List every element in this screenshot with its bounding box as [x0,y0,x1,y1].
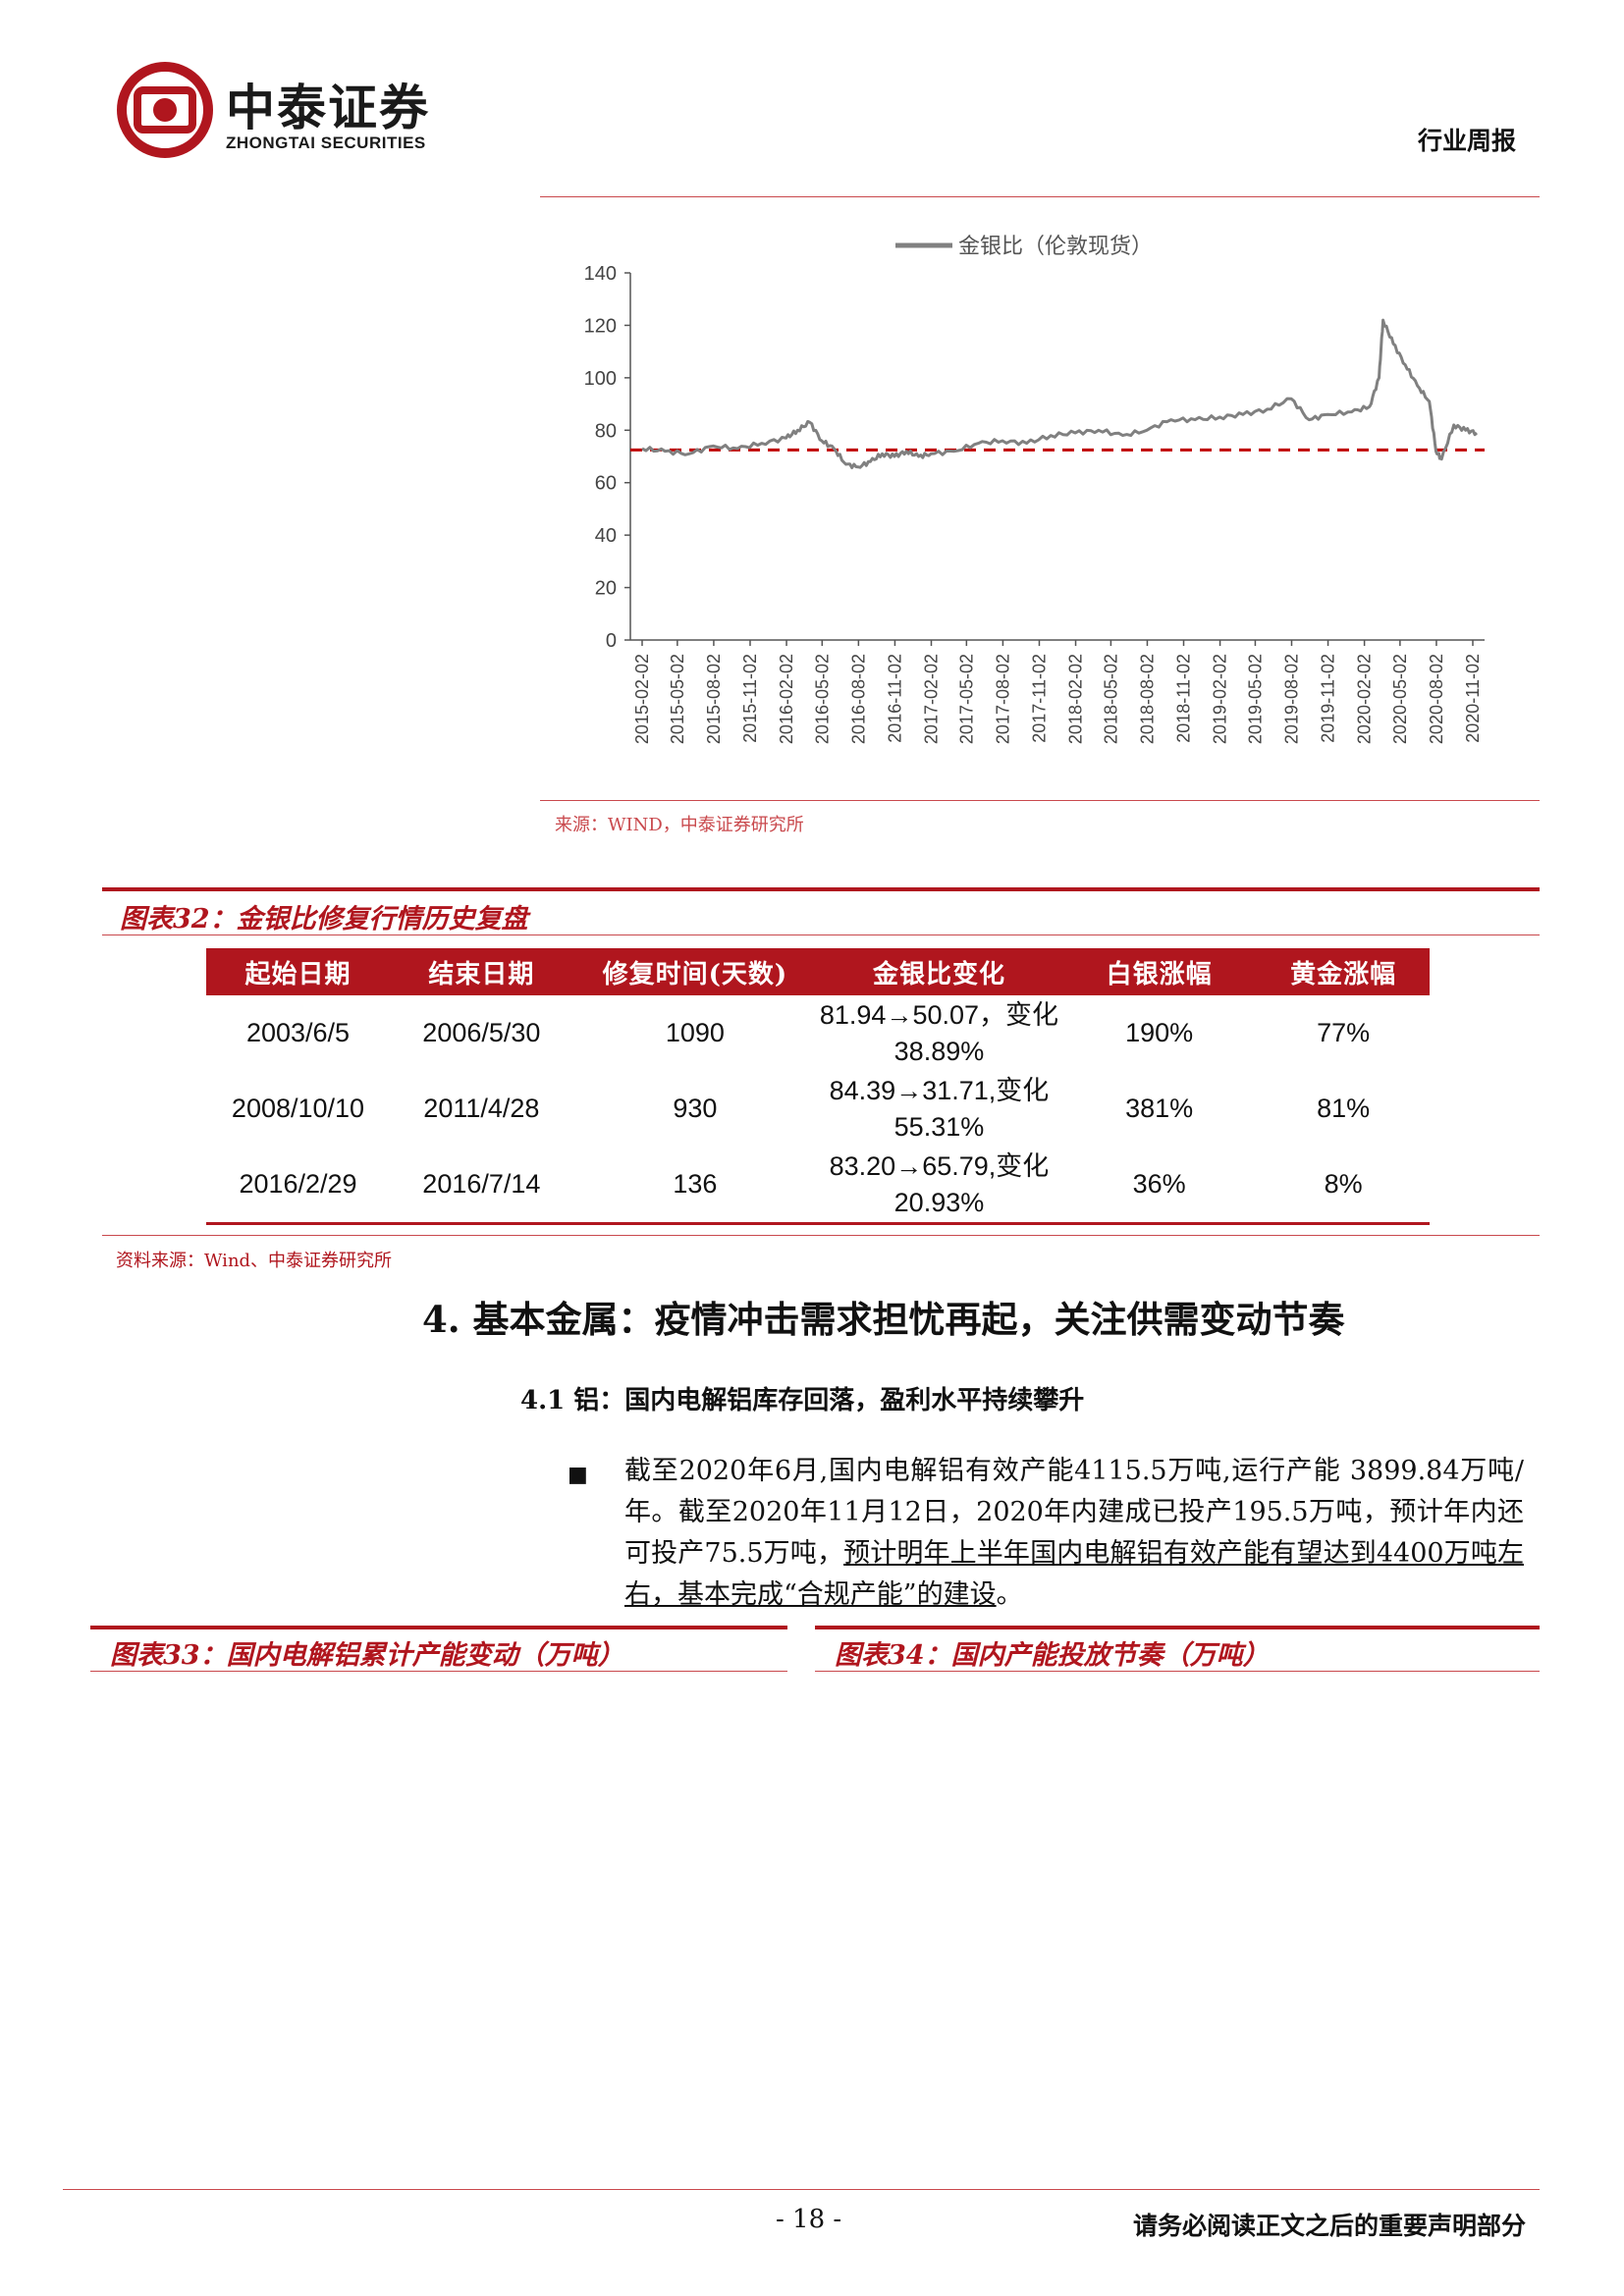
report-type-label: 行业周报 [1417,127,1516,155]
y-tick-label: 20 [595,578,617,600]
cell-duration: 930 [673,1094,718,1123]
x-tick-label: 2016-08-02 [848,654,868,744]
x-tick-label: 2020-08-02 [1427,654,1446,744]
y-tick-label: 60 [595,473,617,495]
bullet-square-icon: ■ [568,1463,588,1487]
series-line-gold-silver-ratio [641,318,1479,469]
cell-gold-gain: 8% [1257,1147,1430,1225]
cell-start-date: 2003/6/5 [245,1018,351,1047]
fig34-title: 图表34：国内产能投放节奏（万吨） [835,1640,1270,1671]
col-header-duration: 修复时间(天数) [572,948,818,995]
cell-start-date: 2016/2/29 [206,1147,390,1225]
cell-silver-gain: 36% [1060,1147,1258,1225]
col-header-start-date: 起始日期 [206,948,390,995]
x-tick-label: 2018-05-02 [1101,654,1120,744]
paragraph-underlined-text: 预计明年上半年国内电解铝有效产能有望达到4400万吨左右，基本完成“合规产能”的… [624,1538,1524,1610]
paragraph-end: 。 [996,1579,1023,1610]
cell-duration: 1090 [665,1018,725,1047]
table-row: 2008/10/10 2011/4/28 930 84.39→31.71,变化 … [206,1071,1430,1147]
y-tick-label: 40 [595,525,617,547]
logo-english-name: ZHONGTAI SECURITIES [226,133,426,152]
x-tick-label: 2018-02-02 [1066,654,1086,744]
fig32-bottom-rule [102,1235,1540,1236]
x-tick-label: 2017-11-02 [1029,654,1049,743]
cell-end-date: 2016/7/14 [390,1147,573,1225]
section-4-1-heading: 4.1 铝：国内电解铝库存回落，盈利水平持续攀升 [520,1386,1085,1415]
x-tick-label: 2019-02-02 [1211,654,1230,744]
chart-svg: 0 20 40 60 80 100 120 140 2015-02-02 2015-05-02 20… [584,235,1485,744]
fig32-top-rule [102,887,1540,891]
col-header-ratio-change: 金银比变化 [817,948,1061,995]
x-tick-label: 2020-11-02 [1463,654,1483,743]
x-tick-label: 2015-11-02 [740,654,760,743]
gold-silver-ratio-chart: 0 20 40 60 80 100 120 140 2015-02-02 2015-05-02 20… [550,226,1532,785]
cell-ratio-change: 84.39→31.71,变化 55.31% [829,1075,1050,1142]
header-divider [540,196,1540,197]
cell-gold-gain: 77% [1317,1018,1371,1047]
x-tick-label: 2015-08-02 [704,654,724,744]
x-tick-label: 2018-11-02 [1174,654,1194,743]
logo-emblem-icon [117,62,213,158]
cell-silver-gain: 381% [1125,1094,1194,1123]
section-4-heading: 4. 基本金属：疫情冲击需求担忧再起，关注供需变动节奏 [422,1298,1345,1341]
col-header-end-date: 结束日期 [390,948,573,995]
x-tick-label: 2015-05-02 [668,654,687,744]
footer-divider [63,2189,1540,2190]
logo-chinese-name: 中泰证券 [226,80,430,136]
chart-bottom-divider [540,800,1540,801]
x-tick-label: 2019-05-02 [1245,654,1265,744]
x-tick-label: 2017-08-02 [993,654,1012,744]
fig33-title: 图表33：国内电解铝累计产能变动（万吨） [110,1640,624,1671]
disclaimer-note: 请务必阅读正文之后的重要声明部分 [1132,2212,1526,2240]
fig32-title-rule [102,934,1540,935]
x-tick-label: 2020-05-02 [1390,654,1410,744]
y-tick-label: 80 [595,420,617,442]
fig32-title: 图表32：金银比修复行情历史复盘 [120,904,528,934]
col-header-silver-gain: 白银涨幅 [1060,948,1258,995]
table-header-row: 起始日期 结束日期 修复时间(天数) 金银比变化 白银涨幅 黄金涨幅 [206,948,1430,995]
cell-ratio-change: 83.20→65.79,变化 20.93% [817,1147,1061,1225]
gold-silver-ratio-history-table: 起始日期 结束日期 修复时间(天数) 金银比变化 白银涨幅 黄金涨幅 2003/… [206,948,1430,1225]
cell-start-date: 2008/10/10 [231,1094,365,1123]
fig33-top-rule [90,1626,787,1629]
x-tick-label: 2020-02-02 [1355,654,1375,744]
col-header-gold-gain: 黄金涨幅 [1257,948,1430,995]
fig34-title-rule [815,1671,1540,1672]
x-tick-label: 2019-08-02 [1281,654,1301,744]
x-tick-label: 2016-11-02 [885,654,904,743]
chart-source: 来源：WIND，中泰证券研究所 [555,815,804,835]
x-tick-label: 2017-05-02 [956,654,976,744]
x-tick-label: 2016-05-02 [812,654,832,744]
table-row: 2003/6/5 2006/5/30 1090 81.94→50.07，变化 3… [206,995,1430,1071]
x-tick-label: 2015-02-02 [632,654,652,744]
cell-duration: 136 [572,1147,818,1225]
y-tick-label: 0 [606,630,617,652]
cell-gold-gain: 81% [1317,1094,1371,1123]
legend-label: 金银比（伦敦现货） [958,235,1153,259]
section-4-1-paragraph: 截至2020年6月,国内电解铝有效产能4115.5万吨,运行产能 3899.84… [624,1451,1524,1616]
cell-end-date: 2006/5/30 [422,1018,541,1047]
x-tick-label: 2018-08-02 [1137,654,1157,744]
cell-end-date: 2011/4/28 [423,1094,540,1123]
cell-silver-gain: 190% [1125,1018,1194,1047]
x-tick-label: 2016-02-02 [777,654,796,744]
fig32-source: 资料来源：Wind、中泰证券研究所 [116,1251,393,1271]
fig34-top-rule [815,1626,1540,1629]
company-logo: 中泰证券 ZHONGTAI SECURITIES [116,61,489,159]
page-number: - 18 - [776,2205,842,2234]
x-tick-label: 2017-02-02 [921,654,941,744]
y-tick-label: 120 [584,315,617,337]
y-tick-label: 140 [584,263,617,285]
table-row: 2016/2/29 2016/7/14 136 83.20→65.79,变化 2… [206,1147,1430,1225]
paragraph-text: 截至2020年6月,国内电解铝有效产能4115.5万吨,运行产能 3899.84… [624,1456,1524,1569]
fig33-title-rule [90,1671,787,1672]
y-tick-label: 100 [584,368,617,390]
x-tick-label: 2019-11-02 [1319,654,1338,743]
cell-ratio-change: 81.94→50.07，变化 38.89% [819,999,1059,1066]
